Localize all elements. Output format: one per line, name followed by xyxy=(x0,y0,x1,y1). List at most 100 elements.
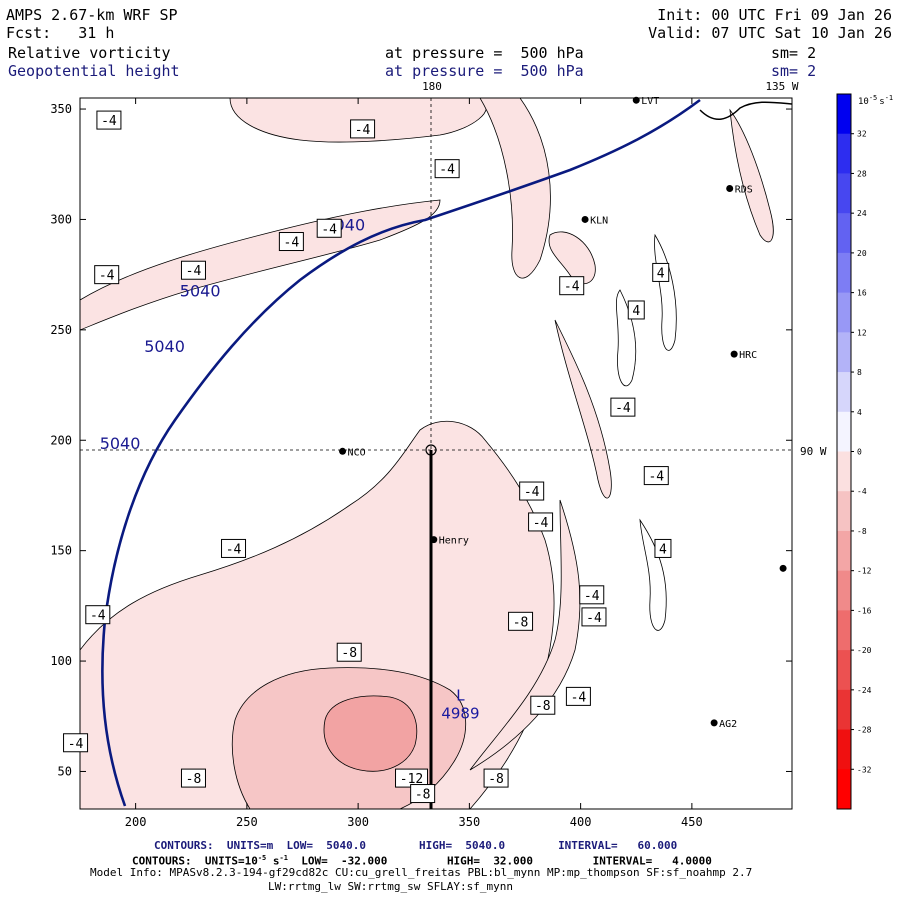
vorticity-label-box xyxy=(336,642,362,662)
footer-line2-contours: CONTOURS: xyxy=(132,854,192,868)
colorbar-level: 12 xyxy=(857,328,867,337)
vorticity-label: -4 xyxy=(101,114,117,129)
vorticity-label: 4 xyxy=(632,304,640,319)
y-tick-label: 150 xyxy=(50,544,72,558)
fcst-label: Fcst: xyxy=(6,24,52,42)
colorbar-segment xyxy=(837,650,851,691)
station-dot xyxy=(430,536,438,544)
vorticity-label-box xyxy=(559,276,585,296)
vorticity-label-box xyxy=(96,110,122,130)
station-label: LVT xyxy=(641,96,659,107)
colorbar-segment xyxy=(837,411,851,452)
vorticity-label-box xyxy=(180,260,206,280)
station-label: NCO xyxy=(348,447,366,458)
colorbar-segment xyxy=(837,94,851,135)
footer-line1-interval-val: 60.000 xyxy=(637,839,678,852)
footer-line1-high-val: 5040.0 xyxy=(465,839,506,852)
footer-line2-high-val: 32.000 xyxy=(493,854,534,868)
vorticity-label: -4 xyxy=(584,589,600,604)
colorbar-segment xyxy=(837,530,851,572)
vorticity-label-box xyxy=(654,538,672,558)
vorticity-label: -8 xyxy=(186,772,202,787)
vort-contour-positive-2 xyxy=(639,518,667,631)
footer-line2-high: HIGH= xyxy=(446,854,481,868)
vorticity-label-box xyxy=(221,538,247,558)
station-markers: LVT RDS KLN HRC NCO Henry AG2 xyxy=(339,96,787,730)
station-dot xyxy=(730,350,738,358)
x-tick-label: 200 xyxy=(125,815,147,829)
forecast-hour: Fcst: 31 h xyxy=(6,24,114,42)
vorticity-label-box xyxy=(180,768,206,788)
station-label: KLN xyxy=(590,215,608,226)
colorbar-units: 10-5 s-1 xyxy=(858,94,893,107)
footer-line2-interval-val: 4.0000 xyxy=(672,854,712,868)
plot-frame xyxy=(79,97,793,810)
vorticity-labels: -4-4-4-4 -4-4-4-444-4-4-4-44-4-4-4-4-8-8-… xyxy=(63,110,672,804)
fcst-value: 31 h xyxy=(78,24,115,42)
vorticity-label: -4 xyxy=(186,264,202,279)
model-info-line2: LW:rrtmg_lw SW:rrtmg_sw SFLAY:sf_mynn xyxy=(268,880,514,893)
footer-line1-low-val: 5040.0 xyxy=(326,839,366,852)
vorticity-label: -4 xyxy=(586,611,602,626)
x-tick-label: 350 xyxy=(459,815,481,829)
station-label: Henry xyxy=(439,536,469,547)
vorticity-label: -4 xyxy=(439,163,455,178)
footer-line2-units-s: s xyxy=(272,854,280,868)
colorbar-level: -12 xyxy=(857,567,872,576)
station-dot xyxy=(726,185,734,193)
field2-smoothing: sm= 2 xyxy=(771,62,817,80)
vorticity-label: -4 xyxy=(68,737,84,752)
vorticity-label: -4 xyxy=(524,485,540,500)
colorbar-segment xyxy=(837,610,851,651)
vorticity-label-box xyxy=(278,232,304,252)
vorticity-label: -4 xyxy=(90,609,106,624)
vorticity-label-box xyxy=(565,686,591,706)
vorticity-label: -4 xyxy=(615,401,631,416)
colorbar-segment xyxy=(837,252,851,294)
x-tick-label: 450 xyxy=(681,815,703,829)
vorticity-label: -8 xyxy=(513,615,529,630)
vorticity-label-box xyxy=(528,512,554,532)
height-contour-label: 5040 xyxy=(100,434,141,453)
footer-line1-interval: INTERVAL= xyxy=(558,839,618,852)
field2-name: Geopotential height xyxy=(8,62,180,80)
vort-band-upper xyxy=(80,199,441,331)
station-dot xyxy=(710,719,718,727)
x-tick-label: 250 xyxy=(236,815,258,829)
colorbar-level: 28 xyxy=(857,169,867,178)
low-value: 4989 xyxy=(441,704,479,722)
vorticity-label: 4 xyxy=(659,542,667,557)
footer-line2-low: LOW= xyxy=(301,854,328,868)
vorticity-label-box xyxy=(610,397,636,417)
lon-135w-label: 135 W xyxy=(765,80,798,93)
vorticity-label: 4 xyxy=(657,266,665,281)
coastline xyxy=(699,101,792,120)
station-label: AG2 xyxy=(719,719,737,730)
footer-line2-low-val: -32.000 xyxy=(340,854,388,868)
vorticity-label: -4 xyxy=(99,269,115,284)
vorticity-label: -8 xyxy=(415,788,431,803)
colorbar-segment xyxy=(837,570,851,611)
colorbar-segment xyxy=(837,292,851,333)
colorbar-level: 20 xyxy=(857,249,867,258)
station-dot xyxy=(581,215,589,223)
station-label: RDS xyxy=(735,185,753,196)
height-contour-label: 5040 xyxy=(180,282,221,301)
field1-pressure: at pressure = 500 hPa xyxy=(385,44,584,62)
footer-line2-interval: INTERVAL= xyxy=(592,854,653,868)
y-tick-label: 50 xyxy=(58,764,72,778)
footer-line2-units-exp: -5 xyxy=(257,854,267,862)
station-dot xyxy=(339,447,347,455)
model-info: Model Info: MPASv8.2.3-194-gf29cd82c CU:… xyxy=(90,866,753,879)
colorbar-segment xyxy=(837,451,851,492)
colorbar-level: -28 xyxy=(857,726,872,735)
y-tick-label: 300 xyxy=(50,212,72,226)
vorticity-label: -8 xyxy=(488,772,504,787)
vorticity-label: -4 xyxy=(533,516,549,531)
colorbar-segment xyxy=(837,173,851,214)
colorbar-level: -4 xyxy=(857,487,867,496)
vorticity-label-box xyxy=(410,784,436,804)
colorbar-level: -20 xyxy=(857,646,872,655)
footer-line1-low: LOW= xyxy=(286,839,313,852)
